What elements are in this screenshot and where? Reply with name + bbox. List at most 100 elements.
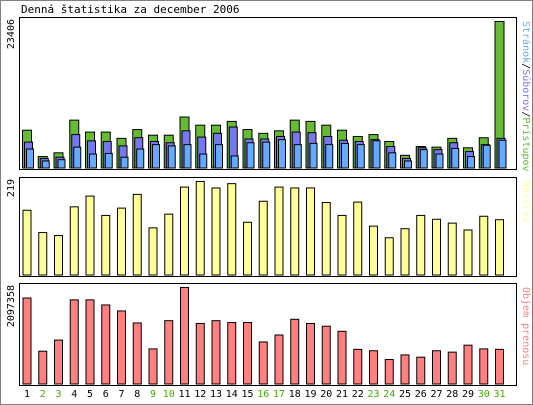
x-tick-label-26: 26 (415, 389, 427, 400)
bar-bottom-26-0 (416, 356, 426, 385)
bar-top-18-2 (293, 144, 302, 169)
bar-middle-5-0 (85, 195, 95, 276)
bar-top-17-2 (278, 139, 286, 169)
bar-top-13-2 (215, 144, 223, 169)
bar-top-2-2 (41, 160, 50, 169)
bar-top-11-2 (183, 144, 192, 169)
bar-bottom-19-0 (306, 322, 315, 385)
bar-bottom-13-0 (211, 320, 221, 385)
bar-middle-13-0 (211, 187, 221, 276)
bar-middle-27-0 (432, 218, 441, 276)
bar-top-25-2 (404, 160, 412, 169)
bar-top-12-2 (199, 153, 208, 169)
bar-middle-21-0 (337, 214, 347, 276)
bar-bottom-16-0 (258, 341, 268, 385)
bar-bottom-3-0 (54, 339, 63, 385)
x-tick-label-23: 23 (367, 389, 379, 400)
bar-top-7-2 (120, 156, 129, 169)
bar-bottom-10-0 (164, 320, 174, 385)
bar-top-10-2 (167, 145, 176, 169)
bar-top-20-2 (325, 144, 334, 169)
legend-item-bottom-2: prenosu (520, 323, 531, 365)
bar-top-29-2 (467, 156, 475, 169)
bar-top-30-2 (482, 144, 491, 169)
bar-top-6-2 (104, 152, 113, 169)
x-tick-label-29: 29 (462, 389, 474, 400)
x-tick-label-16: 16 (257, 389, 269, 400)
x-tick-label-7: 7 (118, 389, 124, 400)
x-tick-label-1: 1 (24, 389, 30, 400)
bar-middle-26-0 (416, 214, 426, 276)
chart-title: Denná štatistika za december 2006 (21, 3, 240, 16)
bar-bottom-31-0 (495, 348, 504, 385)
legend-item-middle-0: Návštev (520, 181, 532, 223)
bar-top-24-2 (388, 152, 397, 169)
bar-bottom-28-0 (447, 351, 457, 385)
bar-bottom-24-0 (384, 359, 394, 385)
bar-top-21-2 (341, 142, 349, 169)
bar-middle-12-0 (195, 181, 205, 276)
bar-middle-23-0 (369, 225, 378, 276)
bar-middle-7-0 (117, 207, 126, 276)
bar-middle-18-0 (290, 187, 300, 276)
bar-top-23-2 (372, 140, 381, 169)
bar-middle-20-0 (321, 202, 331, 276)
legend-top: Stránok/Súborov/Prístupov (520, 21, 532, 172)
x-tick-label-2: 2 (40, 389, 46, 400)
bar-middle-25-0 (400, 228, 410, 276)
bar-bottom-15-0 (243, 322, 252, 385)
legend-middle: Návštev (520, 181, 532, 223)
legend-item-top-0: Stránok (520, 21, 532, 63)
bar-middle-24-0 (384, 237, 394, 276)
legend-item-top-3: / (520, 111, 531, 117)
bar-middle-9-0 (148, 227, 158, 276)
bar-top-8-2 (136, 148, 145, 169)
bar-bottom-9-0 (148, 348, 158, 385)
x-tick-label-21: 21 (336, 389, 348, 400)
x-tick-label-15: 15 (241, 389, 253, 400)
bar-bottom-18-0 (290, 318, 300, 385)
bar-top-3-2 (57, 159, 66, 169)
bar-bottom-29-0 (463, 344, 473, 385)
bar-middle-4-0 (69, 206, 79, 276)
bar-middle-8-0 (132, 193, 142, 276)
bar-bottom-6-0 (101, 304, 111, 385)
bar-bottom-2-0 (38, 350, 48, 385)
bar-bottom-4-0 (69, 299, 79, 385)
bar-top-1-2 (26, 148, 34, 169)
bar-middle-22-0 (353, 201, 363, 276)
x-tick-label-3: 3 (55, 389, 61, 400)
x-tick-label-14: 14 (226, 389, 238, 400)
bar-bottom-14-0 (227, 322, 237, 385)
y-max-label-top: 23406 (6, 19, 17, 49)
legend-item-top-4: Prístupov (520, 117, 532, 171)
legend-bottom: Objem prenosu (520, 287, 531, 365)
x-tick-label-8: 8 (134, 389, 140, 400)
legend-item-bottom-0: Objem (520, 287, 531, 317)
x-tick-label-24: 24 (383, 389, 395, 400)
bar-bottom-8-0 (132, 322, 142, 385)
x-tick-label-11: 11 (178, 389, 190, 400)
bar-middle-6-0 (101, 214, 111, 276)
x-tick-label-27: 27 (430, 389, 442, 400)
bar-middle-19-0 (306, 187, 315, 276)
bar-bottom-22-0 (353, 348, 363, 385)
x-tick-label-20: 20 (320, 389, 332, 400)
legend-item-top-2: Súborov (520, 69, 532, 111)
bar-top-14-2 (230, 155, 239, 169)
bar-bottom-25-0 (400, 354, 410, 385)
bar-middle-10-0 (164, 213, 174, 276)
bar-bottom-5-0 (85, 299, 95, 385)
bar-middle-15-0 (243, 221, 252, 276)
bar-top-9-2 (152, 144, 160, 169)
x-tick-label-4: 4 (71, 389, 77, 400)
bar-bottom-30-0 (479, 348, 489, 385)
bar-top-19-2 (309, 142, 318, 169)
x-tick-label-22: 22 (352, 389, 364, 400)
x-tick-label-17: 17 (273, 389, 285, 400)
bar-middle-28-0 (447, 222, 457, 276)
x-tick-label-28: 28 (446, 389, 458, 400)
bar-middle-16-0 (258, 200, 268, 276)
